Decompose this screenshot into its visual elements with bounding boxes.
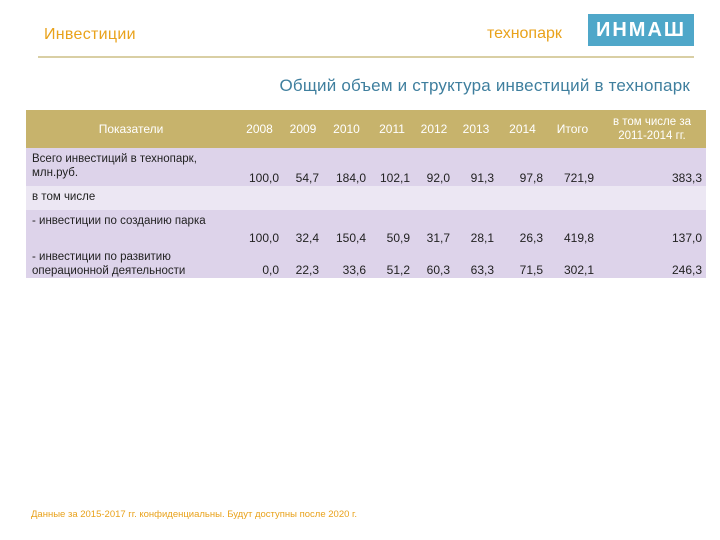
table-cell-value: 22,3 bbox=[283, 246, 323, 278]
table-header-cell: 2010 bbox=[323, 110, 370, 148]
table-cell-value: 32,4 bbox=[283, 210, 323, 246]
header-divider bbox=[38, 56, 694, 58]
table-row-label: - инвестиции по развитию операционной де… bbox=[26, 246, 236, 278]
table-cell-value: 54,7 bbox=[283, 148, 323, 186]
brand-prefix: технопарк bbox=[487, 25, 562, 42]
table-cell-value: 33,6 bbox=[323, 246, 370, 278]
table-cell-value: 302,1 bbox=[547, 246, 598, 278]
table-cell-value: 92,0 bbox=[414, 148, 454, 186]
section-title: Инвестиции bbox=[44, 26, 136, 43]
table-cell-value: 0,0 bbox=[236, 246, 283, 278]
table-cell-value: 60,3 bbox=[414, 246, 454, 278]
table-cell-value: 91,3 bbox=[454, 148, 498, 186]
table-cell-value: 100,0 bbox=[236, 210, 283, 246]
brand-logo: ИНМАШ bbox=[588, 14, 694, 46]
table-cell-value: 50,9 bbox=[370, 210, 414, 246]
table-header-cell: 2012 bbox=[414, 110, 454, 148]
table-row-label: Всего инвестиций в технопарк, млн.руб. bbox=[26, 148, 236, 186]
table-cell-value: 150,4 bbox=[323, 210, 370, 246]
table-cell-value: 419,8 bbox=[547, 210, 598, 246]
table-cell-value: 28,1 bbox=[454, 210, 498, 246]
table-header-cell: 2014 bbox=[498, 110, 547, 148]
table-cell-value: 71,5 bbox=[498, 246, 547, 278]
table-cell-value: 31,7 bbox=[414, 210, 454, 246]
table-cell-value: 383,3 bbox=[598, 148, 706, 186]
footnote: Данные за 2015-2017 гг. конфиденциальны.… bbox=[31, 509, 357, 520]
table-cell-value: 51,2 bbox=[370, 246, 414, 278]
table-header-cell: в том числе за 2011-2014 гг. bbox=[598, 110, 706, 148]
table-cell-value: 137,0 bbox=[598, 210, 706, 246]
table-header-cell: Итого bbox=[547, 110, 598, 148]
table-row-label: в том числе bbox=[26, 186, 706, 210]
table-cell-value: 246,3 bbox=[598, 246, 706, 278]
table-cell-value: 97,8 bbox=[498, 148, 547, 186]
table-cell-value: 102,1 bbox=[370, 148, 414, 186]
table-header-cell: Показатели bbox=[26, 110, 236, 148]
table-cell-value: 721,9 bbox=[547, 148, 598, 186]
table-header-cell: 2011 bbox=[370, 110, 414, 148]
table-header-cell: 2008 bbox=[236, 110, 283, 148]
table-cell-value: 63,3 bbox=[454, 246, 498, 278]
table-row-label: - инвестиции по созданию парка bbox=[26, 210, 236, 246]
slide-heading: Общий объем и структура инвестиций в тех… bbox=[279, 76, 690, 95]
table-header-cell: 2009 bbox=[283, 110, 323, 148]
table-header-cell: 2013 bbox=[454, 110, 498, 148]
table-cell-value: 26,3 bbox=[498, 210, 547, 246]
table-cell-value: 184,0 bbox=[323, 148, 370, 186]
table-cell-value: 100,0 bbox=[236, 148, 283, 186]
